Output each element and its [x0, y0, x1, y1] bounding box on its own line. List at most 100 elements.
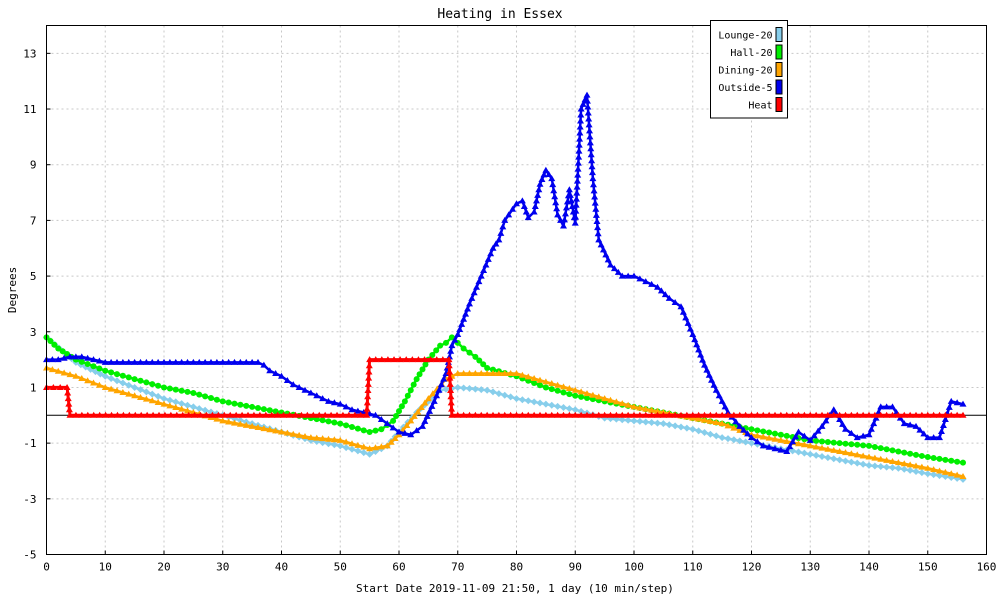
- data-point: [654, 411, 661, 418]
- data-point: [689, 425, 697, 433]
- data-point: [325, 418, 332, 425]
- data-point: [783, 432, 790, 439]
- data-point: [571, 406, 579, 414]
- data-point: [243, 402, 250, 409]
- data-point: [883, 411, 891, 418]
- data-point: [889, 403, 896, 410]
- data-point: [941, 415, 949, 422]
- data-point: [336, 436, 344, 443]
- data-point: [201, 406, 209, 414]
- data-point: [599, 246, 607, 253]
- data-point: [924, 454, 931, 461]
- data-point: [96, 365, 103, 372]
- data-point: [560, 411, 567, 418]
- data-point: [172, 358, 180, 365]
- data-point: [524, 214, 532, 221]
- data-point: [665, 294, 673, 301]
- data-point: [618, 416, 626, 424]
- data-point: [584, 395, 590, 402]
- data-point: [501, 391, 509, 399]
- data-point: [574, 171, 582, 178]
- data-point: [894, 464, 902, 472]
- data-point: [695, 415, 703, 422]
- data-point: [522, 208, 530, 215]
- data-point: [447, 399, 455, 406]
- data-point: [422, 361, 429, 368]
- data-point: [483, 411, 491, 418]
- data-point: [695, 411, 703, 418]
- y-axis-label: Degrees: [6, 267, 19, 313]
- data-point: [654, 283, 661, 290]
- data-point: [594, 230, 602, 237]
- data-point: [248, 358, 256, 365]
- data-point: [272, 370, 280, 377]
- data-point: [297, 411, 305, 418]
- data-point: [683, 424, 691, 432]
- data-point: [354, 407, 362, 414]
- data-point: [49, 383, 57, 390]
- data-point: [325, 440, 332, 448]
- data-point: [736, 411, 744, 418]
- y-tick-label: 5: [30, 270, 37, 283]
- data-point: [848, 441, 855, 448]
- data-point: [530, 375, 538, 382]
- y-tick-label: 13: [23, 47, 36, 60]
- data-point: [489, 244, 497, 251]
- data-point: [630, 272, 638, 279]
- data-point: [184, 388, 191, 395]
- data-point: [363, 399, 371, 406]
- data-point: [460, 315, 468, 322]
- data-point: [524, 397, 532, 405]
- data-point: [552, 199, 560, 206]
- data-point: [424, 395, 432, 402]
- data-point: [824, 454, 832, 462]
- data-point: [172, 398, 180, 406]
- data-point: [417, 403, 425, 410]
- series-outside-5: [43, 91, 967, 454]
- data-point: [236, 358, 244, 365]
- data-point: [108, 411, 116, 418]
- data-point: [401, 398, 408, 405]
- data-point: [865, 453, 873, 460]
- data-point: [589, 391, 597, 398]
- data-point: [607, 411, 614, 418]
- data-point: [548, 386, 555, 393]
- data-point: [242, 421, 250, 428]
- data-point: [357, 411, 365, 418]
- data-point: [60, 354, 68, 361]
- data-point: [466, 385, 473, 393]
- data-point: [131, 411, 139, 418]
- data-point: [354, 447, 362, 455]
- data-point: [548, 175, 556, 182]
- data-point: [248, 422, 256, 429]
- data-point: [842, 440, 849, 447]
- data-point: [237, 401, 244, 408]
- data-point: [414, 408, 422, 415]
- data-point: [419, 366, 426, 373]
- data-point: [390, 356, 398, 363]
- data-point: [842, 425, 849, 432]
- data-point: [614, 268, 622, 275]
- data-point: [119, 358, 127, 365]
- data-point: [854, 441, 861, 448]
- data-point: [683, 411, 691, 418]
- data-point: [941, 411, 949, 418]
- data-point: [184, 407, 191, 414]
- data-point: [818, 452, 826, 460]
- data-point: [701, 361, 708, 368]
- data-point: [137, 386, 144, 394]
- data-point: [830, 411, 838, 418]
- data-point: [477, 370, 485, 377]
- data-point: [213, 396, 220, 403]
- data-point: [178, 387, 185, 394]
- data-point: [818, 422, 826, 429]
- data-point: [101, 358, 109, 365]
- data-point: [250, 411, 258, 418]
- data-point: [160, 395, 168, 403]
- data-point: [360, 449, 368, 457]
- data-point: [408, 356, 416, 363]
- data-point: [565, 411, 573, 418]
- data-point: [677, 411, 685, 418]
- data-point: [454, 383, 462, 391]
